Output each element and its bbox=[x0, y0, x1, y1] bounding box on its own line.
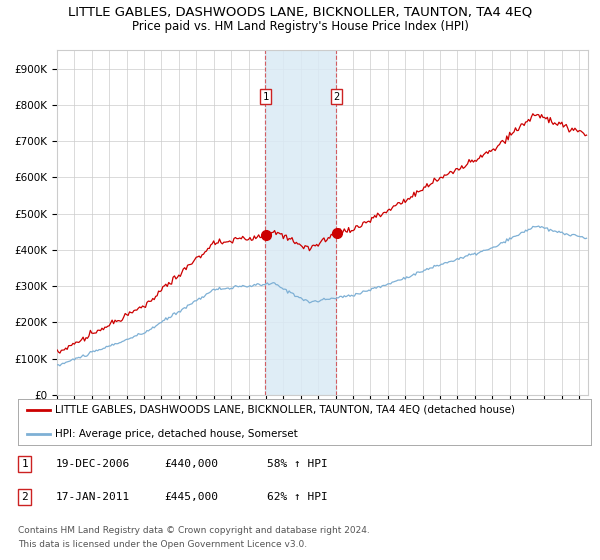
Text: 1: 1 bbox=[22, 459, 28, 469]
Bar bbox=[265, 50, 337, 395]
Text: 17-JAN-2011: 17-JAN-2011 bbox=[55, 492, 130, 502]
Text: 58% ↑ HPI: 58% ↑ HPI bbox=[267, 459, 328, 469]
Text: LITTLE GABLES, DASHWOODS LANE, BICKNOLLER, TAUNTON, TA4 4EQ (detached house): LITTLE GABLES, DASHWOODS LANE, BICKNOLLE… bbox=[55, 405, 515, 415]
Text: Contains HM Land Registry data © Crown copyright and database right 2024.: Contains HM Land Registry data © Crown c… bbox=[18, 526, 370, 535]
Text: 62% ↑ HPI: 62% ↑ HPI bbox=[267, 492, 328, 502]
Text: 19-DEC-2006: 19-DEC-2006 bbox=[55, 459, 130, 469]
Text: HPI: Average price, detached house, Somerset: HPI: Average price, detached house, Some… bbox=[55, 429, 298, 438]
Text: 2: 2 bbox=[22, 492, 28, 502]
Text: 2: 2 bbox=[334, 92, 340, 102]
Text: 1: 1 bbox=[262, 92, 269, 102]
Text: £445,000: £445,000 bbox=[164, 492, 218, 502]
Text: Price paid vs. HM Land Registry's House Price Index (HPI): Price paid vs. HM Land Registry's House … bbox=[131, 20, 469, 32]
Text: This data is licensed under the Open Government Licence v3.0.: This data is licensed under the Open Gov… bbox=[18, 540, 307, 549]
Text: LITTLE GABLES, DASHWOODS LANE, BICKNOLLER, TAUNTON, TA4 4EQ: LITTLE GABLES, DASHWOODS LANE, BICKNOLLE… bbox=[68, 6, 532, 18]
Text: £440,000: £440,000 bbox=[164, 459, 218, 469]
